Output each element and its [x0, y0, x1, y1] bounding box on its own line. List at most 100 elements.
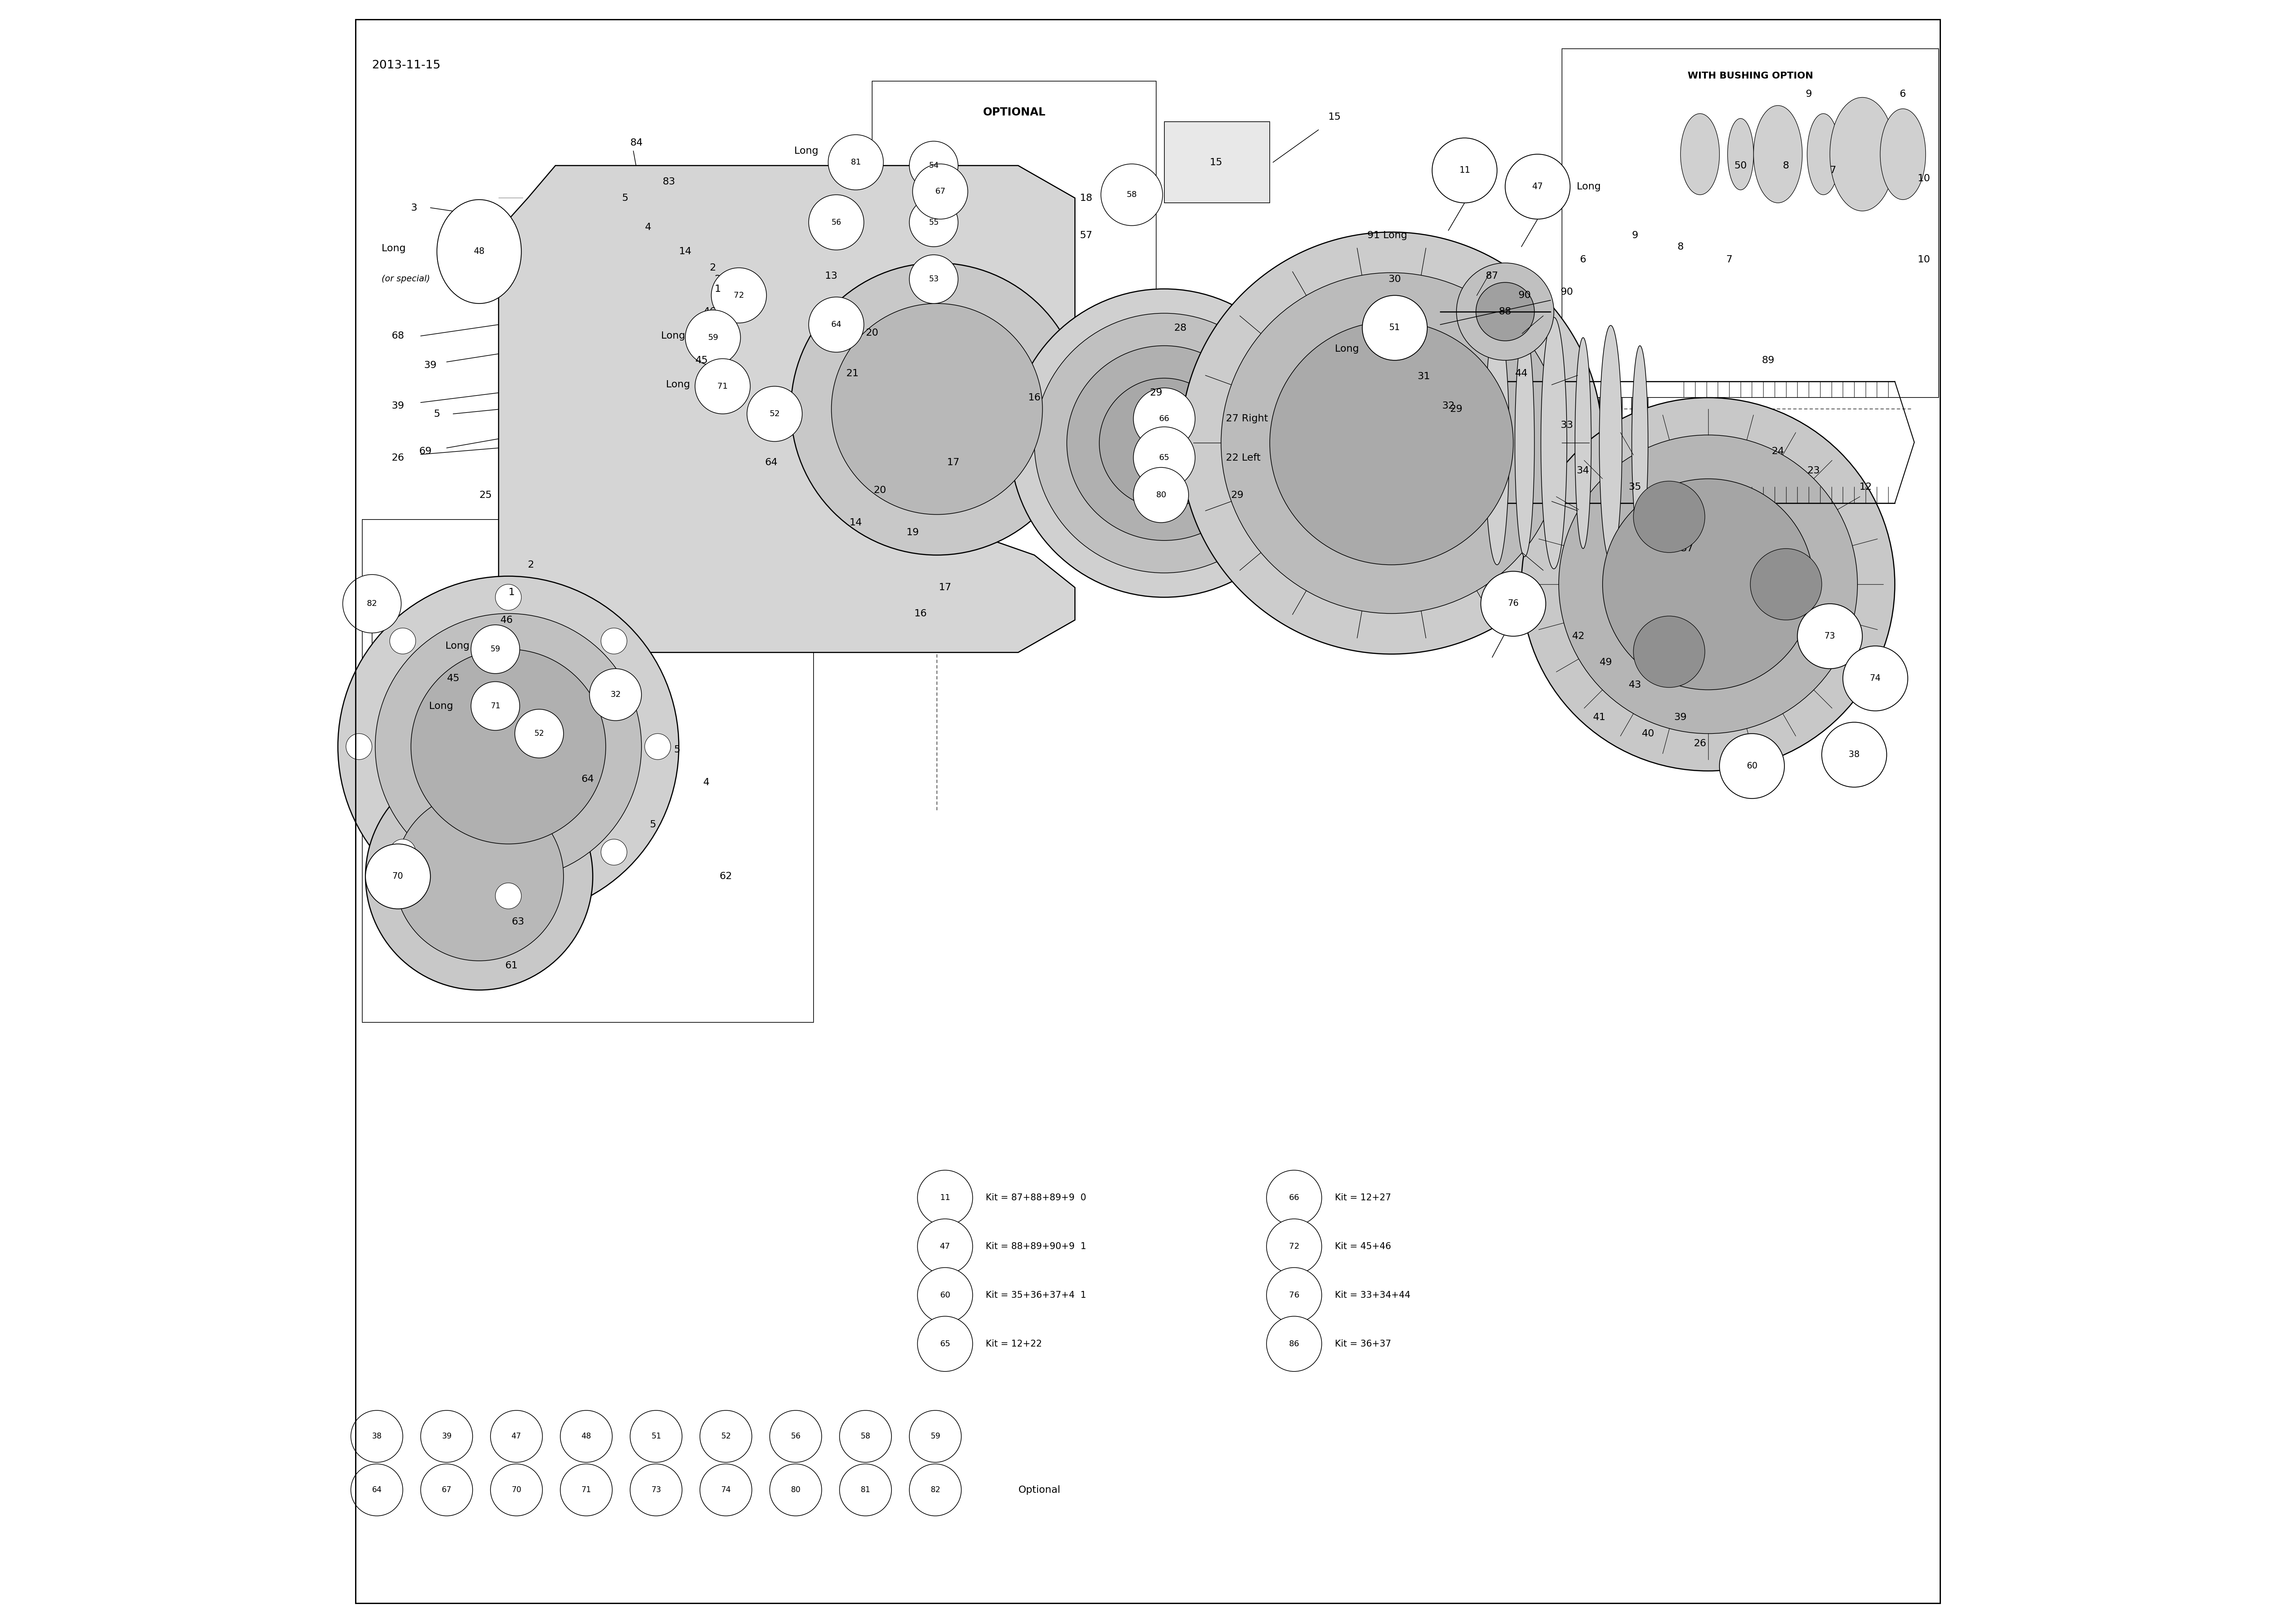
Text: 52: 52 [721, 1433, 730, 1440]
Text: 3: 3 [411, 203, 418, 213]
Ellipse shape [1600, 325, 1621, 562]
Circle shape [496, 883, 521, 909]
Circle shape [374, 613, 641, 880]
Ellipse shape [1727, 118, 1754, 190]
Text: Kit = 88+89+90+9  1: Kit = 88+89+90+9 1 [985, 1242, 1086, 1251]
Text: 59: 59 [491, 646, 501, 652]
Text: 2: 2 [528, 560, 535, 570]
Text: Kit = 12+22: Kit = 12+22 [985, 1339, 1042, 1349]
Text: 90: 90 [1518, 291, 1531, 300]
Text: 66: 66 [1288, 1195, 1300, 1201]
Text: 71: 71 [581, 1487, 590, 1493]
Circle shape [365, 763, 592, 990]
Circle shape [909, 198, 957, 247]
Text: 59: 59 [930, 1433, 941, 1440]
Circle shape [1221, 273, 1561, 613]
Text: 38: 38 [1848, 750, 1860, 760]
Text: 4: 4 [645, 222, 652, 232]
Text: 58: 58 [861, 1433, 870, 1440]
Text: Long: Long [445, 641, 468, 651]
Circle shape [1362, 295, 1428, 360]
Text: 48: 48 [581, 1433, 590, 1440]
Text: 50: 50 [1733, 161, 1747, 170]
Text: WITH BUSHING OPTION: WITH BUSHING OPTION [1688, 71, 1814, 81]
Circle shape [1134, 388, 1196, 450]
Circle shape [420, 1464, 473, 1516]
Text: 16: 16 [1029, 393, 1040, 403]
Text: 51: 51 [652, 1433, 661, 1440]
Text: 15: 15 [1329, 112, 1341, 122]
Text: Kit = 45+46: Kit = 45+46 [1334, 1242, 1391, 1251]
Text: 56: 56 [790, 1433, 801, 1440]
Text: 18: 18 [1079, 193, 1093, 203]
Text: 16: 16 [914, 609, 928, 618]
Ellipse shape [1575, 338, 1591, 549]
Text: 21: 21 [847, 368, 859, 378]
Text: 29: 29 [1451, 404, 1463, 414]
Circle shape [829, 135, 884, 190]
Text: 67: 67 [934, 188, 946, 195]
Text: 46: 46 [703, 307, 716, 316]
Circle shape [629, 1410, 682, 1462]
Ellipse shape [1293, 338, 1311, 549]
Circle shape [471, 625, 519, 674]
Circle shape [1821, 722, 1887, 787]
Circle shape [351, 1410, 402, 1462]
Circle shape [912, 164, 969, 219]
Circle shape [390, 839, 416, 865]
Text: 4: 4 [703, 777, 709, 787]
Text: Kit = 33+34+44: Kit = 33+34+44 [1334, 1290, 1410, 1300]
Circle shape [1267, 1219, 1322, 1274]
Text: Long: Long [794, 146, 817, 156]
Text: 17: 17 [939, 583, 951, 592]
Text: 10: 10 [1917, 255, 1931, 265]
Text: 55: 55 [928, 219, 939, 226]
Bar [1561, 49, 1938, 398]
Circle shape [390, 628, 416, 654]
Circle shape [338, 576, 680, 917]
Text: 11: 11 [939, 1195, 951, 1201]
Circle shape [514, 709, 563, 758]
Text: Long: Long [661, 331, 684, 341]
Circle shape [496, 584, 521, 610]
Text: 48: 48 [473, 247, 484, 256]
Text: 73: 73 [1825, 631, 1835, 641]
Circle shape [590, 669, 641, 721]
Ellipse shape [1632, 346, 1649, 540]
Text: 1: 1 [723, 304, 730, 313]
Text: 45: 45 [448, 674, 459, 683]
Ellipse shape [1272, 346, 1290, 540]
Text: 23: 23 [1807, 466, 1821, 476]
Ellipse shape [1681, 114, 1720, 195]
Circle shape [560, 1464, 613, 1516]
Text: 73: 73 [652, 1487, 661, 1493]
Text: (or special): (or special) [381, 274, 429, 284]
Circle shape [769, 1464, 822, 1516]
Text: 54: 54 [930, 162, 939, 169]
Text: 14: 14 [680, 247, 691, 256]
Text: 82: 82 [367, 601, 377, 607]
Text: 72: 72 [735, 292, 744, 299]
Circle shape [1068, 346, 1261, 540]
Text: 34: 34 [1577, 466, 1589, 476]
Circle shape [1632, 480, 1706, 552]
Text: 20: 20 [875, 485, 886, 495]
Text: 32: 32 [611, 691, 620, 698]
Text: 6: 6 [1580, 255, 1587, 265]
Text: 82: 82 [930, 1487, 941, 1493]
Text: 63: 63 [512, 917, 523, 927]
Circle shape [1267, 1170, 1322, 1225]
Text: 53: 53 [930, 276, 939, 282]
Text: 89: 89 [1761, 355, 1775, 365]
Text: 51: 51 [1389, 323, 1401, 333]
Circle shape [1481, 571, 1545, 636]
Text: 5: 5 [622, 193, 629, 203]
Ellipse shape [1754, 105, 1802, 203]
Text: 47: 47 [939, 1243, 951, 1250]
Text: 46: 46 [501, 615, 512, 625]
Circle shape [491, 1410, 542, 1462]
Circle shape [831, 304, 1042, 514]
Text: 72: 72 [1288, 1243, 1300, 1250]
Text: 1: 1 [507, 588, 514, 597]
Text: 64: 64 [831, 321, 843, 328]
